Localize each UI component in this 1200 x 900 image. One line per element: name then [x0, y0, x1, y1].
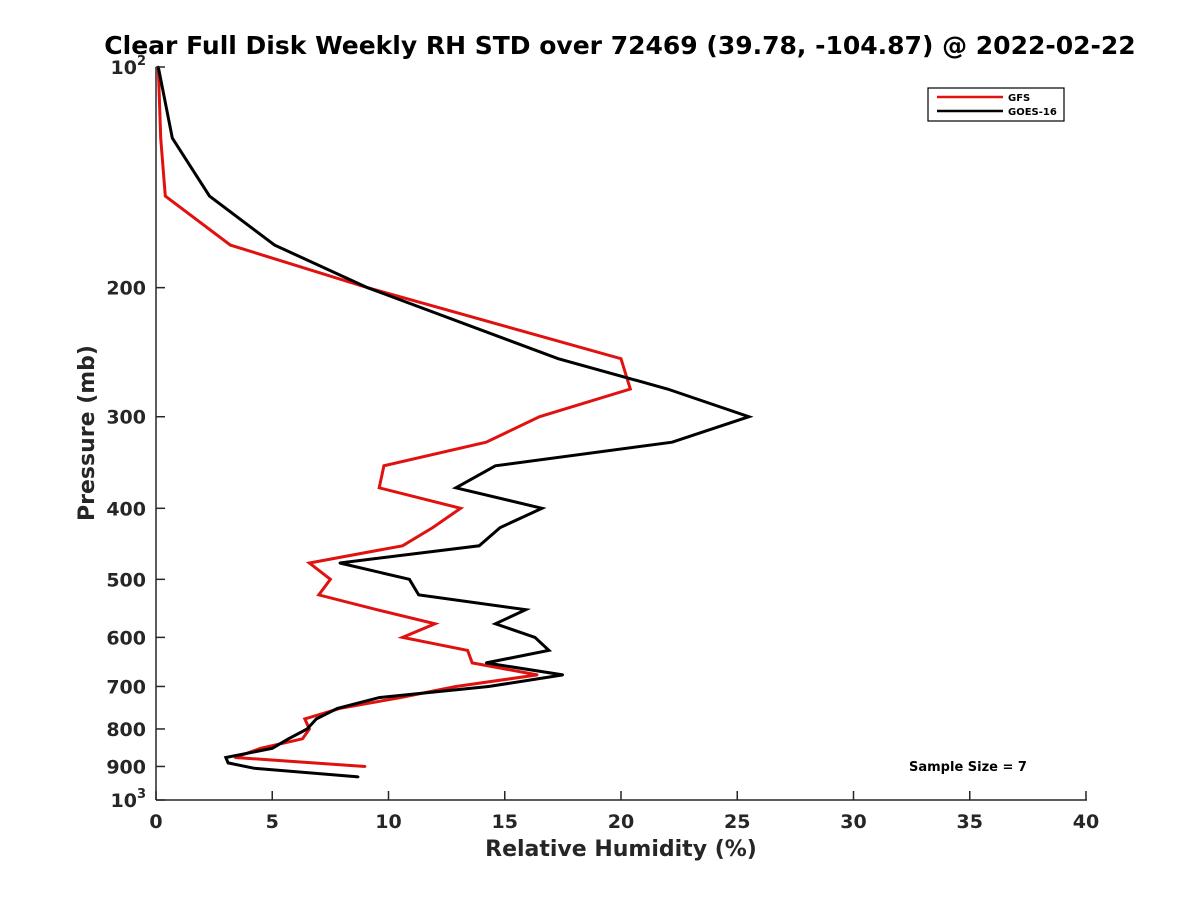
data-point-goes-16: [557, 357, 560, 360]
data-point-goes-16: [252, 767, 255, 770]
y-tick-label: 103: [111, 787, 147, 812]
data-point-goes-16: [287, 737, 290, 740]
data-point-gfs: [364, 765, 367, 768]
data-point-gfs: [401, 544, 404, 548]
x-tick-label: 35: [957, 811, 983, 833]
data-point-goes-16: [524, 608, 527, 611]
x-ticks: 0 5 10 15 20 25 30 35 40: [149, 791, 1099, 833]
data-point-goes-16: [408, 578, 411, 581]
x-tick-label: 0: [149, 811, 162, 833]
data-point-gfs: [164, 194, 167, 198]
data-point-gfs: [484, 441, 488, 444]
x-tick-label: 20: [608, 811, 634, 833]
data-point-gfs: [382, 464, 386, 468]
x-tick-label: 25: [724, 811, 750, 833]
data-point-goes-16: [315, 717, 318, 721]
series-line-goes-16: [156, 66, 754, 779]
data-point-goes-16: [224, 756, 227, 759]
x-axis-label: Relative Humidity (%): [485, 837, 757, 862]
data-point-goes-16: [338, 561, 341, 565]
y-tick-label: 900: [106, 756, 146, 778]
data-point-gfs: [259, 747, 262, 750]
legend-label-gfs: GFS: [1008, 93, 1030, 104]
data-point-gfs: [303, 717, 306, 721]
y-tick-label: 700: [106, 676, 146, 698]
data-point-goes-16: [540, 507, 544, 510]
data-point-gfs: [375, 608, 379, 611]
data-point-goes-16: [484, 661, 488, 665]
x-tick-label: 40: [1073, 811, 1099, 833]
y-tick-label: 800: [106, 719, 146, 741]
data-point-goes-16: [561, 673, 565, 677]
data-point-goes-16: [547, 649, 551, 652]
data-point-goes-16: [498, 526, 502, 529]
data-point-goes-16: [747, 415, 751, 418]
y-ticks: 102 200 300 400 500 600 700 800 900 103: [106, 54, 165, 812]
data-point-gfs: [459, 507, 462, 510]
data-point-goes-16: [271, 747, 274, 750]
series-line-gfs: [156, 66, 633, 768]
data-point-gfs: [301, 737, 304, 740]
data-point-gfs: [538, 415, 541, 418]
data-point-goes-16: [666, 387, 669, 391]
data-point-goes-16: [366, 286, 369, 289]
x-tick-label: 15: [492, 811, 518, 833]
legend-label-goes-16: GOES-16: [1008, 107, 1057, 118]
data-point-gfs: [466, 649, 469, 652]
data-point-gfs: [433, 622, 437, 626]
data-point-gfs: [159, 136, 162, 140]
data-point-gfs: [431, 526, 434, 529]
data-point-goes-16: [357, 775, 360, 779]
legend-items: GFS GOES-16: [937, 93, 1057, 118]
data-point-gfs: [317, 593, 320, 597]
data-point-gfs: [308, 561, 311, 565]
data-point-goes-16: [208, 194, 211, 198]
series-layer: [156, 65, 754, 779]
legend-box: [927, 87, 1065, 122]
data-point-goes-16: [487, 685, 490, 688]
plot-area: 0 5 10 15 20 25 30 35 40 102 200 300 400 500 600 700 80…: [106, 54, 1099, 833]
x-tick-label: 5: [266, 811, 279, 833]
data-point-gfs: [229, 243, 232, 247]
x-tick-label: 10: [375, 811, 401, 833]
data-point-goes-16: [226, 761, 230, 765]
y-tick-label: 300: [106, 407, 146, 429]
y-axis-label: Pressure (mb): [75, 345, 100, 521]
x-tick-label: 30: [840, 811, 866, 833]
data-point-gfs: [454, 685, 458, 688]
data-point-goes-16: [417, 593, 420, 597]
chart-title: Clear Full Disk Weekly RH STD over 72469…: [104, 31, 1135, 60]
data-point-gfs: [401, 636, 404, 639]
data-point-goes-16: [494, 464, 497, 468]
data-point-goes-16: [533, 636, 537, 639]
data-point-gfs: [619, 357, 623, 360]
data-point-goes-16: [171, 136, 174, 140]
y-tick-label: 200: [106, 278, 146, 300]
data-point-goes-16: [494, 622, 497, 626]
y-tick-label: 400: [106, 498, 146, 520]
data-point-gfs: [629, 387, 632, 391]
data-point-goes-16: [378, 696, 381, 699]
legend: GFS GOES-16: [927, 87, 1065, 122]
data-point-gfs: [536, 673, 539, 677]
data-point-goes-16: [305, 727, 309, 731]
data-point-gfs: [378, 486, 381, 489]
y-tick-label: 500: [106, 569, 146, 591]
data-point-goes-16: [336, 707, 339, 710]
y-tick-label: 102: [111, 54, 147, 79]
data-point-goes-16: [670, 441, 674, 444]
y-tick-label: 600: [106, 627, 146, 649]
data-point-gfs: [329, 578, 332, 581]
sample-size-annotation: Sample Size = 7: [909, 760, 1027, 775]
data-point-goes-16: [477, 544, 481, 548]
data-point-gfs: [471, 661, 474, 665]
data-point-goes-16: [273, 243, 276, 247]
data-point-goes-16: [454, 486, 458, 489]
